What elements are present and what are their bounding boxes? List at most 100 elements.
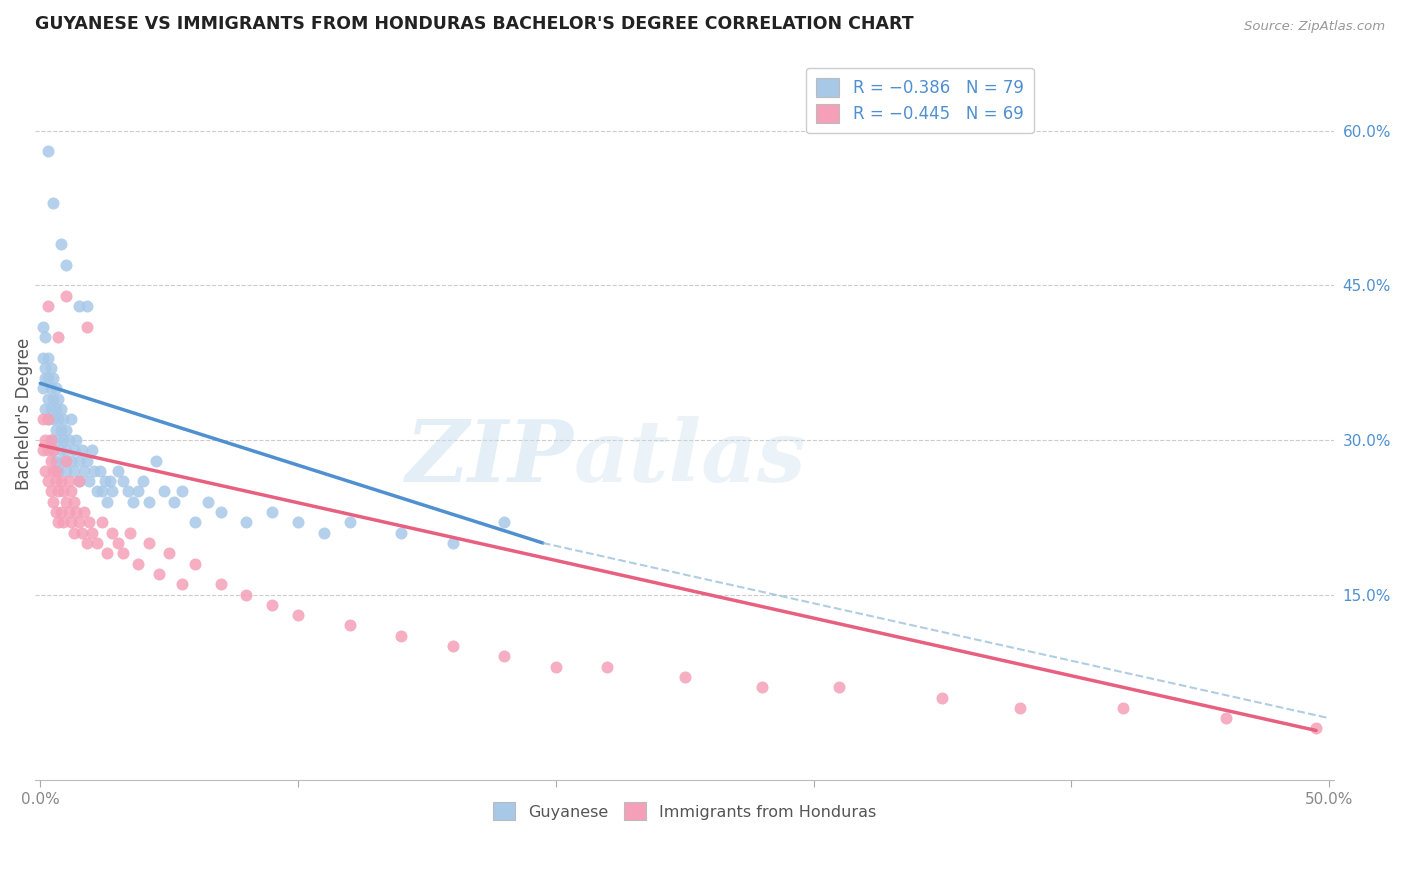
Text: atlas: atlas [574,417,807,500]
Point [148,566,170,581]
Point [55,453,77,467]
Point [86,536,108,550]
Point [70,525,93,540]
Point [31,319,53,334]
Point [96,495,118,509]
Point [96,546,118,560]
Point [153,484,176,499]
Point [170,484,193,499]
Point [73,464,96,478]
Point [77,516,100,530]
Point [76,319,98,334]
Point [42,443,65,458]
Point [111,474,134,488]
Point [91,516,114,530]
Point [52,453,75,467]
Point [76,536,98,550]
Point [67,474,90,488]
Point [58,474,80,488]
Point [120,525,142,540]
Point [46,464,69,478]
Point [37,412,59,426]
Point [389,525,412,540]
Point [441,639,464,653]
Point [339,516,361,530]
Point [494,649,516,664]
Point [67,453,90,467]
Point [34,464,56,478]
Point [389,629,412,643]
Point [62,525,84,540]
Point [1008,701,1031,715]
Point [138,495,160,509]
Point [39,381,62,395]
Point [76,299,98,313]
Point [931,690,953,705]
Point [39,402,62,417]
Point [52,516,75,530]
Point [441,536,464,550]
Point [287,608,309,623]
Point [45,464,67,478]
Point [235,516,257,530]
Point [31,412,53,426]
Point [62,495,84,509]
Point [31,351,53,365]
Point [34,402,56,417]
Y-axis label: Bachelor's Degree: Bachelor's Degree [15,338,32,491]
Point [828,680,851,694]
Point [34,330,56,344]
Point [262,598,284,612]
Point [46,516,69,530]
Point [58,505,80,519]
Point [60,453,83,467]
Point [127,484,149,499]
Point [65,505,87,519]
Point [34,433,56,447]
Point [132,474,155,488]
Point [46,412,69,426]
Point [42,196,65,211]
Point [91,484,114,499]
Point [67,474,90,488]
Point [751,680,773,694]
Point [287,516,309,530]
Point [37,412,59,426]
Point [55,495,77,509]
Point [37,145,59,159]
Point [39,433,62,447]
Point [37,371,59,385]
Point [157,546,180,560]
Point [117,484,139,499]
Point [197,495,219,509]
Point [49,443,72,458]
Point [39,453,62,467]
Point [76,453,98,467]
Point [73,505,96,519]
Point [101,484,124,499]
Point [209,505,232,519]
Point [58,433,80,447]
Point [62,443,84,458]
Point [89,464,111,478]
Point [494,516,516,530]
Point [86,484,108,499]
Point [111,546,134,560]
Point [77,474,100,488]
Point [339,618,361,632]
Point [49,402,72,417]
Text: ZIP: ZIP [406,417,574,500]
Point [67,516,90,530]
Point [37,474,59,488]
Point [45,505,67,519]
Point [37,351,59,365]
Point [45,453,67,467]
Point [46,392,69,406]
Point [45,402,67,417]
Point [145,453,167,467]
Point [46,433,69,447]
Point [122,495,145,509]
Point [184,516,207,530]
Point [60,516,83,530]
Point [60,484,83,499]
